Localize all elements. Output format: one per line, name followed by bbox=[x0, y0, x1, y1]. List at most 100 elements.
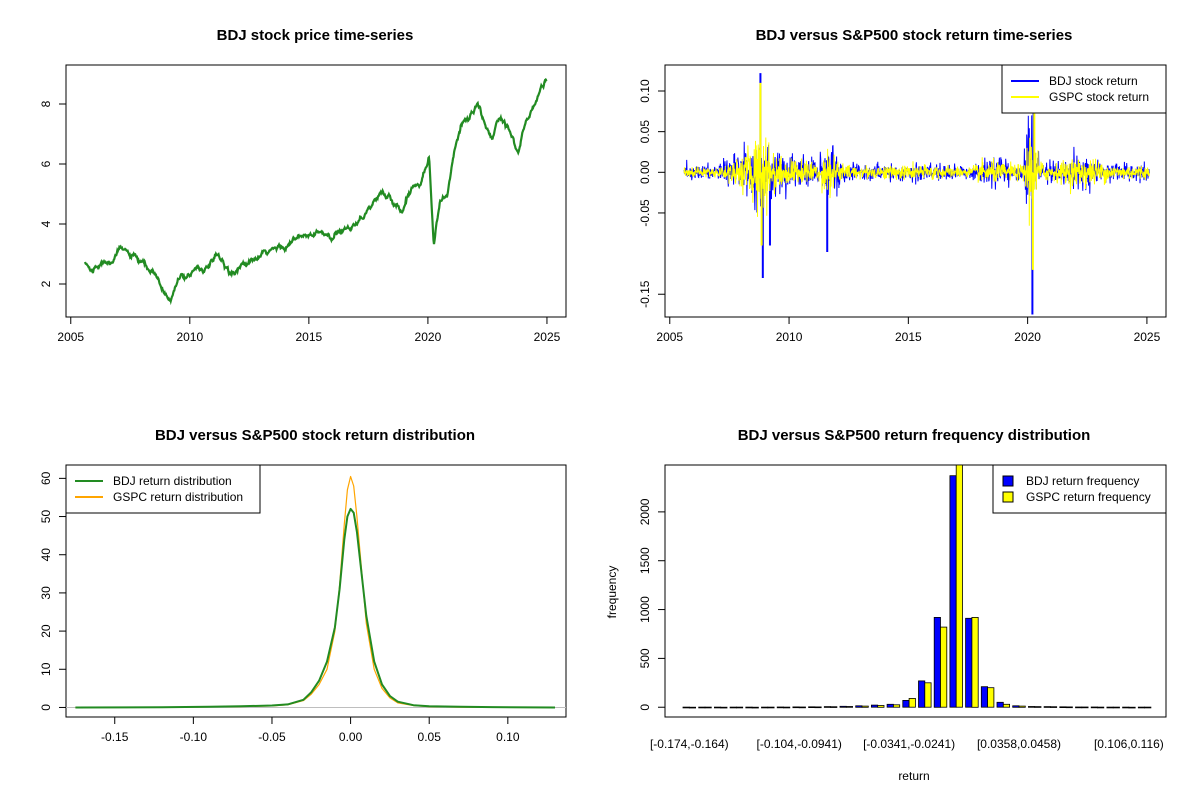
bdj-frequency-bar bbox=[902, 700, 910, 708]
gspc-frequency-bar bbox=[751, 706, 759, 709]
freq-x-tick-label: [-0.0341,-0.0241) bbox=[863, 737, 955, 751]
return-y-tick-label: 0.10 bbox=[638, 79, 652, 103]
bdj-frequency-bar bbox=[729, 706, 737, 709]
bdj-frequency-bar bbox=[1122, 706, 1130, 709]
gspc-frequency-bar bbox=[688, 706, 696, 709]
gspc-frequency-bar bbox=[704, 706, 712, 709]
bdj-frequency-bar bbox=[918, 680, 926, 708]
return-y-tick-label: 0.05 bbox=[638, 120, 652, 144]
bdj-frequency-bar bbox=[776, 706, 784, 709]
bdj-frequency-bar bbox=[698, 706, 706, 709]
return-legend-entry: GSPC stock return bbox=[1049, 90, 1149, 104]
gspc-frequency-bar bbox=[987, 687, 995, 708]
gspc-frequency-bar bbox=[1112, 706, 1120, 709]
return-timeseries-panel: BDJ versus S&P500 stock return time-seri… bbox=[638, 27, 1167, 344]
return-x-tick-label: 2020 bbox=[1014, 330, 1041, 344]
freq-legend-swatch bbox=[1002, 475, 1014, 487]
gspc-frequency-bar bbox=[877, 705, 885, 708]
bdj-frequency-bar bbox=[886, 703, 894, 708]
bdj-frequency-bar bbox=[1059, 706, 1067, 708]
return-distribution-panel: BDJ versus S&P500 stock return distribut… bbox=[39, 427, 567, 744]
return-y-tick-label: -0.15 bbox=[638, 280, 652, 308]
price-y-tick-label: 6 bbox=[39, 160, 53, 167]
return-legend-box bbox=[1001, 64, 1167, 114]
bdj-frequency-bar bbox=[996, 701, 1004, 708]
return-y-tick-label: 0.00 bbox=[638, 160, 652, 184]
gspc-frequency-bar bbox=[736, 706, 744, 709]
gspc-frequency-bar bbox=[830, 706, 838, 708]
frequency-distribution-panel: BDJ versus S&P500 return frequency distr… bbox=[605, 427, 1167, 783]
price-chart-title: BDJ stock price time-series bbox=[217, 27, 414, 44]
gspc-frequency-bar bbox=[971, 617, 979, 708]
bdj-frequency-bar bbox=[1090, 706, 1098, 709]
gspc-frequency-bar bbox=[1097, 706, 1105, 709]
price-y-tick-label: 4 bbox=[39, 220, 53, 227]
density-x-tick-label: -0.10 bbox=[180, 730, 208, 744]
freq-y-tick-label: 0 bbox=[638, 704, 652, 711]
bdj-frequency-bar bbox=[792, 706, 800, 709]
gspc-frequency-bar bbox=[924, 682, 932, 708]
density-x-tick-label: 0.10 bbox=[496, 730, 520, 744]
density-x-tick-label: -0.15 bbox=[101, 730, 129, 744]
bdj-frequency-bar bbox=[682, 706, 690, 709]
freq-legend-swatch bbox=[1002, 491, 1014, 503]
gspc-frequency-bar bbox=[1050, 706, 1058, 708]
density-y-tick-label: 0 bbox=[39, 704, 53, 711]
bdj-frequency-bar bbox=[808, 706, 816, 708]
return-timeseries-title: BDJ versus S&P500 stock return time-seri… bbox=[756, 27, 1073, 44]
price-x-tick-label: 2005 bbox=[57, 330, 84, 344]
frequency-distribution-title: BDJ versus S&P500 return frequency distr… bbox=[738, 427, 1091, 444]
frequency-x-axis-label: return bbox=[898, 769, 929, 783]
gspc-frequency-bar bbox=[798, 706, 806, 709]
price-series-line bbox=[83, 77, 548, 306]
density-y-tick-label: 30 bbox=[39, 586, 53, 600]
price-plot-box bbox=[65, 64, 567, 318]
return-legend-entry: BDJ stock return bbox=[1049, 74, 1138, 88]
gspc-frequency-bar bbox=[720, 706, 728, 709]
bdj-frequency-bar bbox=[714, 706, 722, 709]
density-y-tick-label: 50 bbox=[39, 510, 53, 524]
bdj-frequency-bar bbox=[965, 617, 973, 708]
gspc-frequency-bar bbox=[1081, 706, 1089, 709]
bdj-frequency-bar bbox=[1075, 706, 1083, 709]
price-x-tick-label: 2015 bbox=[296, 330, 323, 344]
density-y-tick-label: 10 bbox=[39, 662, 53, 676]
return-x-tick-label: 2025 bbox=[1134, 330, 1161, 344]
price-chart-panel: BDJ stock price time-series 2005 2010 2015… bbox=[39, 27, 567, 344]
return-x-tick-label: 2005 bbox=[656, 330, 683, 344]
gspc-frequency-bar bbox=[893, 704, 901, 708]
gspc-return-series-line bbox=[683, 137, 1150, 226]
density-y-tick-label: 60 bbox=[39, 471, 53, 485]
frequency-y-axis-label: frequency bbox=[605, 566, 619, 619]
return-x-tick-label: 2015 bbox=[895, 330, 922, 344]
bdj-frequency-bar bbox=[823, 706, 831, 708]
bdj-frequency-bar bbox=[1043, 706, 1051, 708]
gspc-frequency-bar bbox=[767, 706, 775, 709]
gspc-frequency-bar bbox=[814, 706, 822, 709]
bdj-frequency-bar bbox=[1028, 706, 1036, 708]
density-y-tick-label: 40 bbox=[39, 548, 53, 562]
bdj-frequency-bar bbox=[1137, 706, 1146, 709]
bdj-frequency-bar bbox=[871, 704, 879, 708]
freq-legend-box bbox=[992, 464, 1167, 514]
freq-y-tick-label: 500 bbox=[638, 648, 652, 668]
gspc-frequency-bar bbox=[1144, 706, 1152, 709]
freq-legend-entry: BDJ return frequency bbox=[1026, 474, 1139, 488]
price-x-tick-label: 2020 bbox=[415, 330, 442, 344]
gspc-frequency-bar bbox=[1018, 705, 1026, 708]
density-x-tick-label: 0.00 bbox=[339, 730, 363, 744]
bdj-frequency-bar bbox=[933, 617, 941, 708]
gspc-frequency-bar bbox=[1002, 703, 1010, 708]
gspc-frequency-bar bbox=[940, 626, 948, 708]
gspc-frequency-bar bbox=[1034, 706, 1042, 708]
return-x-tick-label: 2010 bbox=[776, 330, 803, 344]
bdj-frequency-bar bbox=[1012, 705, 1020, 708]
density-legend-entry: BDJ return distribution bbox=[113, 474, 232, 488]
freq-x-tick-label: [0.0358,0.0458) bbox=[977, 737, 1061, 751]
density-legend-entry: GSPC return distribution bbox=[113, 490, 243, 504]
gspc-frequency-bar bbox=[1128, 706, 1136, 709]
gspc-frequency-bar bbox=[783, 706, 791, 709]
bdj-density-line bbox=[75, 507, 556, 709]
freq-y-tick-label: 1000 bbox=[638, 596, 652, 623]
